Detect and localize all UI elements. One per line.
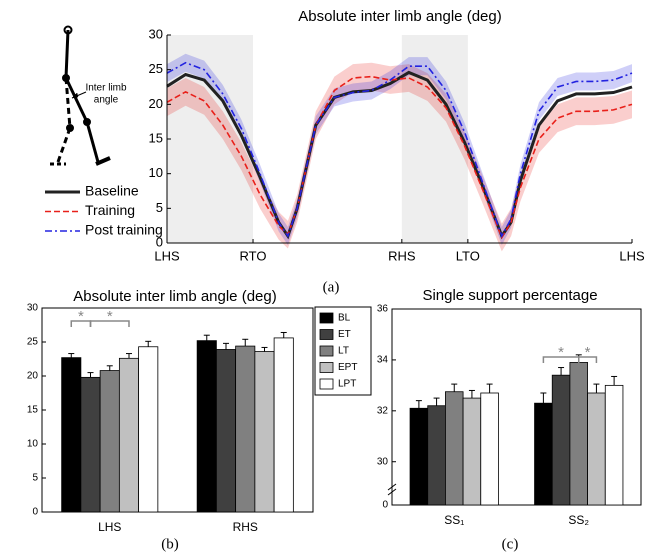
bar [427, 405, 446, 506]
bar [196, 340, 217, 513]
legend-swatch [319, 362, 334, 373]
x-tick-label: LHS [154, 248, 180, 263]
y-tick-label: 5 [156, 200, 163, 215]
bar [235, 345, 256, 513]
y-tick-label: 34 [377, 355, 389, 366]
y-tick-label: 10 [149, 165, 163, 180]
legend-swatch [319, 378, 334, 390]
bar [569, 362, 588, 506]
bar [80, 376, 101, 513]
y-tick-label: 0 [156, 234, 163, 249]
y-tick-label: 25 [149, 61, 163, 76]
x-tick-label: SS₁ [444, 513, 464, 527]
legend-label: LT [338, 346, 349, 357]
line [166, 61, 633, 239]
stick-figure [50, 25, 111, 166]
bar [445, 391, 464, 506]
legend-label: LPT [338, 379, 356, 390]
legend-swatch [319, 329, 334, 340]
line [166, 70, 633, 240]
y-tick-label: 0 [32, 507, 38, 518]
significance-bracket [89, 320, 130, 327]
bar [480, 392, 499, 506]
line [166, 75, 633, 240]
y-tick-label: 36 [377, 304, 389, 315]
y-tick-label: 30 [27, 303, 39, 314]
bar [99, 370, 120, 513]
legend-label: Post training [85, 222, 163, 238]
x-tick-label: RHS [233, 520, 258, 534]
y-tick-label: 5 [32, 473, 38, 484]
shaded-span [401, 35, 468, 243]
legend-label: Training [85, 202, 135, 218]
significance-label: * [78, 308, 84, 325]
bar [118, 357, 140, 513]
annotation: Inter limb [85, 83, 127, 94]
plot-frame [391, 308, 642, 506]
bar [215, 349, 237, 513]
significance-label: * [107, 308, 113, 325]
bar [409, 407, 429, 506]
y-tick-label: 15 [27, 405, 39, 416]
y-tick-label: 15 [149, 130, 163, 145]
legend-label: ET [338, 329, 351, 340]
y-tick-label: 0 [382, 500, 388, 511]
panel-label: (a) [323, 279, 340, 295]
chart-title: Absolute inter limb angle (deg) [298, 8, 501, 25]
bar [604, 384, 624, 506]
y-tick-label: 10 [27, 439, 39, 450]
bar [462, 397, 482, 506]
y-tick-label: 30 [149, 26, 163, 41]
bar [273, 337, 294, 513]
bar [61, 357, 82, 513]
x-tick-label: LHS [619, 248, 645, 263]
x-tick-label: RTO [240, 248, 267, 263]
chart-title: Absolute inter limb angle (deg) [73, 288, 276, 305]
significance-bracket [578, 356, 598, 363]
bar [534, 402, 553, 506]
x-tick-label: LHS [98, 520, 121, 534]
x-tick-label: LTO [456, 248, 480, 263]
legend-label: BL [338, 313, 351, 324]
x-tick-label: SS₂ [568, 513, 589, 527]
legend-swatch [319, 312, 334, 324]
legend-label: EPT [338, 362, 357, 373]
panel-label: (c) [502, 536, 519, 552]
panel-label: (b) [161, 536, 179, 552]
bar [138, 346, 159, 513]
chart-title: Single support percentage [422, 287, 597, 304]
bar [551, 374, 571, 506]
y-tick-label: 20 [27, 371, 39, 382]
significance-label: * [558, 344, 564, 361]
significance-label: * [585, 344, 591, 361]
shaded-span [167, 35, 254, 243]
legend-label: Baseline [85, 183, 139, 199]
legend-swatch [319, 345, 334, 357]
x-tick-label: RHS [388, 248, 416, 263]
y-tick-label: 20 [149, 96, 163, 111]
annotation: angle [94, 95, 119, 106]
y-tick-label: 25 [27, 337, 39, 348]
bar [254, 351, 275, 513]
y-tick-label: 32 [377, 405, 389, 416]
bar [587, 392, 606, 506]
y-tick-label: 30 [377, 456, 389, 467]
